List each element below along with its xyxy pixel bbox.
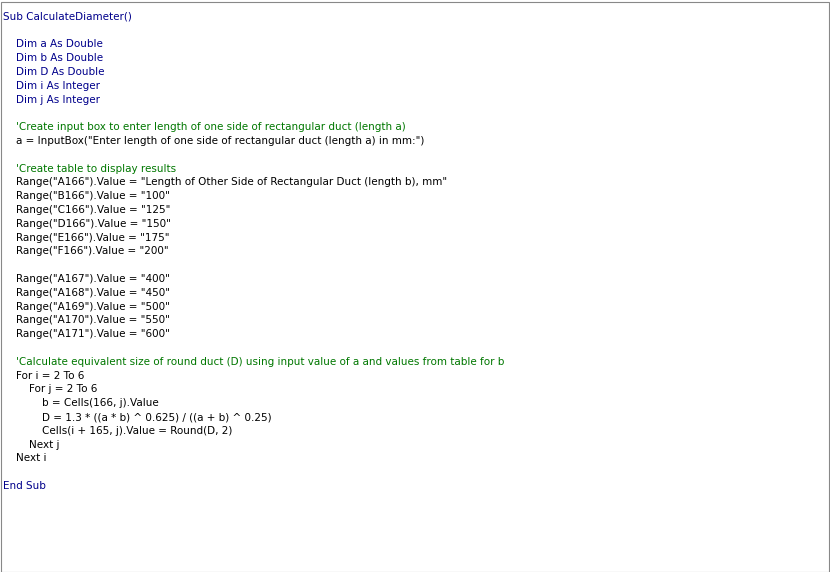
Text: Next j: Next j <box>3 440 60 450</box>
Text: Dim a As Double: Dim a As Double <box>3 39 103 49</box>
Text: Range("A166").Value = "Length of Other Side of Rectangular Duct (length b), mm": Range("A166").Value = "Length of Other S… <box>3 177 447 188</box>
Text: Range("F166").Value = "200": Range("F166").Value = "200" <box>3 247 168 256</box>
Text: Dim b As Double: Dim b As Double <box>3 53 103 63</box>
Text: Range("D166").Value = "150": Range("D166").Value = "150" <box>3 219 171 229</box>
Text: 'Calculate equivalent size of round duct (D) using input value of a and values f: 'Calculate equivalent size of round duct… <box>3 357 505 367</box>
Text: 'Create input box to enter length of one side of rectangular duct (length a): 'Create input box to enter length of one… <box>3 122 406 132</box>
Text: End Sub: End Sub <box>3 481 46 491</box>
Text: Range("A171").Value = "600": Range("A171").Value = "600" <box>3 329 170 339</box>
Text: Range("A169").Value = "500": Range("A169").Value = "500" <box>3 301 170 312</box>
Text: Next i: Next i <box>3 454 46 463</box>
Text: Dim j As Integer: Dim j As Integer <box>3 94 100 105</box>
Text: D = 1.3 * ((a * b) ^ 0.625) / ((a + b) ^ 0.25): D = 1.3 * ((a * b) ^ 0.625) / ((a + b) ^… <box>3 412 271 422</box>
Text: Range("B166").Value = "100": Range("B166").Value = "100" <box>3 191 170 201</box>
Text: Range("A167").Value = "400": Range("A167").Value = "400" <box>3 274 170 284</box>
Text: Sub CalculateDiameter(): Sub CalculateDiameter() <box>3 12 132 22</box>
Text: Range("C166").Value = "125": Range("C166").Value = "125" <box>3 205 170 215</box>
Text: Dim i As Integer: Dim i As Integer <box>3 81 100 91</box>
Text: For j = 2 To 6: For j = 2 To 6 <box>3 384 97 395</box>
Text: Range("A168").Value = "450": Range("A168").Value = "450" <box>3 288 170 298</box>
Text: For i = 2 To 6: For i = 2 To 6 <box>3 371 85 380</box>
Text: Dim D As Double: Dim D As Double <box>3 67 105 77</box>
Text: Range("A170").Value = "550": Range("A170").Value = "550" <box>3 315 170 325</box>
Text: b = Cells(166, j).Value: b = Cells(166, j).Value <box>3 398 159 408</box>
Text: a = InputBox("Enter length of one side of rectangular duct (length a) in mm:"): a = InputBox("Enter length of one side o… <box>3 136 424 146</box>
Text: Cells(i + 165, j).Value = Round(D, 2): Cells(i + 165, j).Value = Round(D, 2) <box>3 426 232 436</box>
Text: Range("E166").Value = "175": Range("E166").Value = "175" <box>3 233 169 243</box>
Text: 'Create table to display results: 'Create table to display results <box>3 164 176 173</box>
